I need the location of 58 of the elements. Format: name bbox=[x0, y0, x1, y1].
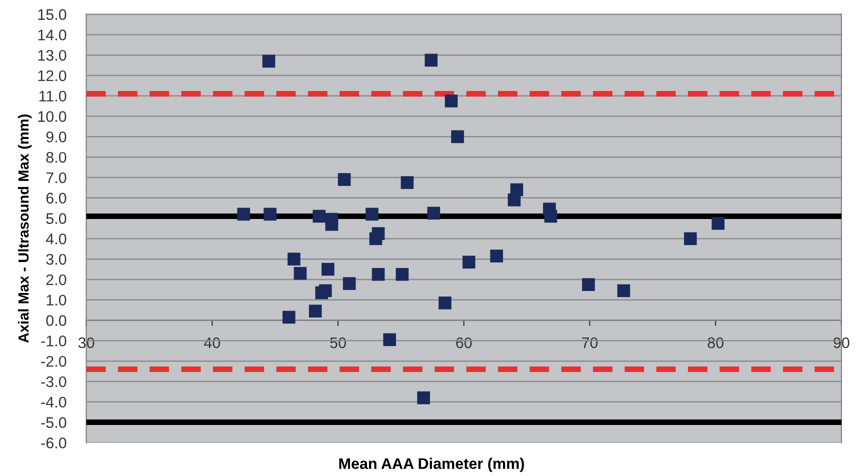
y-tick-label: 2.0 bbox=[46, 274, 66, 286]
point bbox=[308, 304, 322, 318]
point bbox=[438, 296, 452, 310]
point bbox=[325, 218, 338, 231]
point bbox=[319, 284, 332, 298]
y-tick-label: 1.0 bbox=[46, 294, 66, 306]
y-tick-label: 13.0 bbox=[38, 50, 66, 61]
y-tick-label: -5.0 bbox=[41, 417, 66, 428]
y-tick-label: 8.0 bbox=[46, 152, 66, 163]
y-tick-label: 10.0 bbox=[38, 111, 66, 122]
y-tick-label: 9.0 bbox=[46, 132, 66, 142]
y-tick-label: -6.0 bbox=[41, 438, 66, 448]
point bbox=[451, 130, 464, 144]
point bbox=[366, 208, 378, 221]
y-tick-label: 14.0 bbox=[38, 30, 66, 40]
point bbox=[294, 266, 307, 280]
point bbox=[684, 232, 697, 246]
point bbox=[396, 268, 409, 281]
point bbox=[288, 252, 300, 266]
point bbox=[400, 176, 414, 189]
y-tick-label: 6.0 bbox=[46, 192, 66, 204]
y-tick-label: -4.0 bbox=[41, 396, 66, 408]
y-tick-label: -2.0 bbox=[41, 356, 66, 367]
y-tick-label: 11.0 bbox=[39, 90, 66, 102]
point bbox=[282, 310, 296, 324]
y-tick-label: 7.0 bbox=[46, 172, 66, 184]
point bbox=[417, 391, 430, 404]
y-axis-title: Axial Max - Ultrasound Max (mm) bbox=[18, 114, 32, 343]
point bbox=[237, 208, 250, 221]
point bbox=[444, 94, 458, 108]
point bbox=[582, 278, 595, 291]
point bbox=[462, 256, 476, 269]
point bbox=[544, 210, 558, 223]
y-tick-label: 4.0 bbox=[46, 234, 66, 244]
point bbox=[712, 216, 724, 230]
y-tick-label: -3.0 bbox=[41, 376, 66, 388]
x-tick-label: 90 bbox=[834, 337, 850, 348]
point bbox=[262, 54, 276, 68]
y-tick-label: 15.0 bbox=[38, 9, 66, 20]
y-tick-label: 0.0 bbox=[46, 315, 66, 326]
point bbox=[372, 227, 385, 240]
point bbox=[510, 183, 524, 196]
point bbox=[264, 208, 276, 221]
point bbox=[383, 333, 396, 346]
x-axis-title: Mean AAA Diameter (mm) bbox=[339, 458, 524, 472]
point bbox=[312, 210, 326, 223]
y-tick-label: 3.0 bbox=[46, 254, 66, 265]
point bbox=[490, 250, 503, 262]
y-tick-label: 12.0 bbox=[38, 70, 66, 82]
point bbox=[427, 206, 440, 220]
point bbox=[322, 262, 334, 276]
y-tick-label: -1.0 bbox=[41, 336, 66, 346]
point bbox=[338, 173, 351, 186]
point bbox=[424, 54, 438, 67]
y-tick-label: 5.0 bbox=[46, 213, 66, 224]
point bbox=[617, 284, 630, 298]
point bbox=[342, 277, 356, 290]
point bbox=[372, 268, 385, 281]
